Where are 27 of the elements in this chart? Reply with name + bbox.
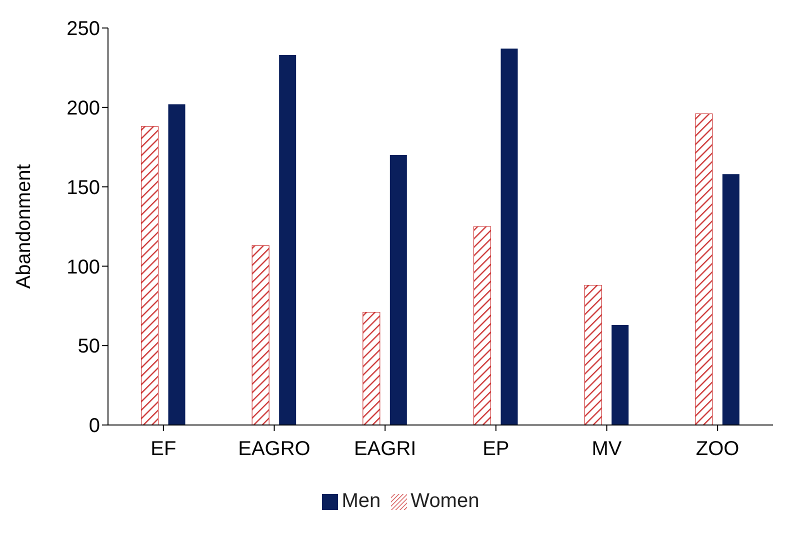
legend-label: Men [342,490,381,512]
bar [500,48,518,425]
y-tick-label: 250 [66,18,100,40]
legend-label: Women [410,490,480,512]
y-tick-label: 100 [66,256,100,278]
bar [362,312,380,425]
bar [722,174,740,425]
bar [612,324,629,425]
x-tick-label: EAGRO [238,438,310,460]
y-tick-label: 150 [66,176,100,199]
x-tick-label: EF [150,438,176,460]
bar [695,113,713,425]
bar [584,284,602,425]
x-tick-label: EP [482,438,510,460]
y-axis-title: Abandonment [13,164,36,289]
bar [252,245,270,425]
x-tick-label: MV [592,438,622,460]
bar [168,104,186,425]
y-tick-label: 50 [78,336,100,358]
bar [390,155,407,425]
bar [279,54,296,425]
bar [473,226,492,425]
x-tick-label: EAGRI [354,438,416,460]
y-tick-label: 0 [88,415,100,438]
bar [140,126,159,425]
y-tick-label: 200 [66,98,100,120]
x-tick-label: ZOO [696,438,740,460]
